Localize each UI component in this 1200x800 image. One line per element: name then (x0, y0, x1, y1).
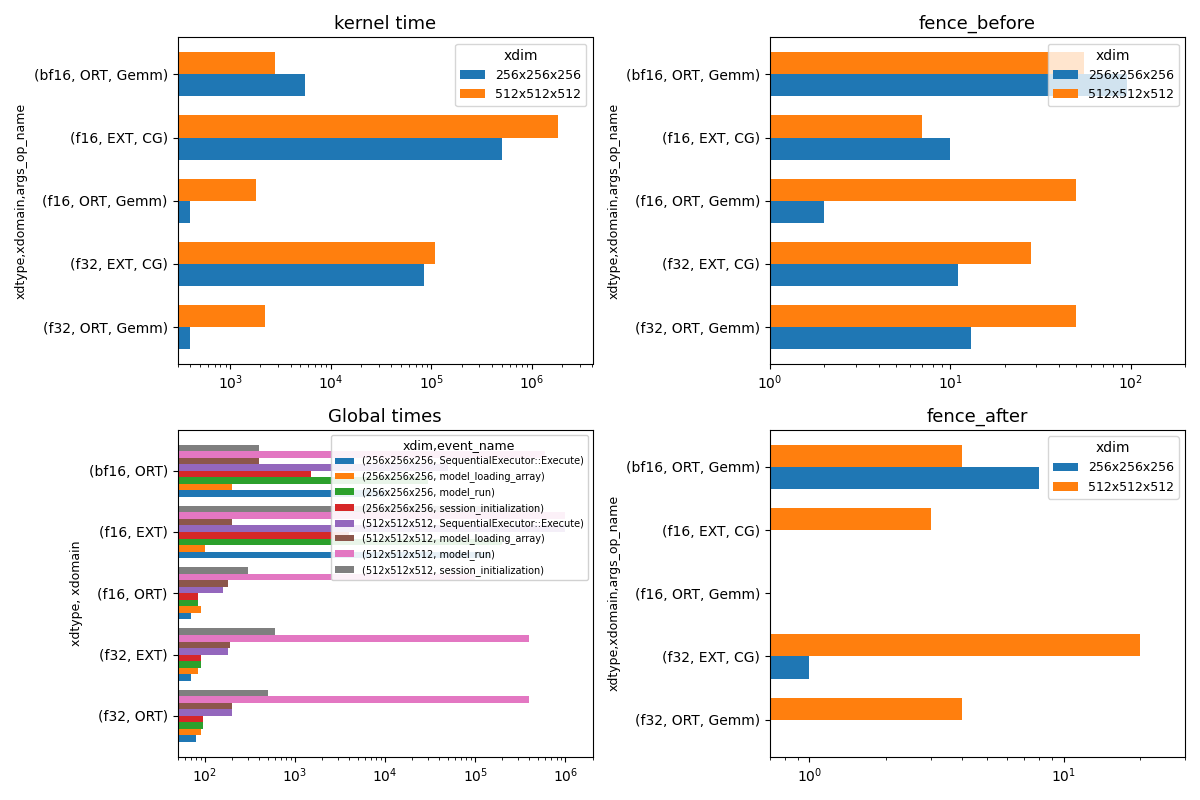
Bar (0, 305, 1076, 327)
Bar (0, 654, 200, 661)
Bar (0, 629, 275, 635)
Legend: 256x256x256, 512x512x512: 256x256x256, 512x512x512 (1048, 436, 1178, 498)
Bar (0, 327, 190, 350)
Bar (0, 567, 247, 574)
Bar (0, 710, 232, 716)
Bar (0, 470, 311, 478)
Title: fence_after: fence_after (926, 407, 1028, 426)
Bar (0, 201, 824, 223)
Bar (0, 735, 196, 742)
Bar (0, 327, 971, 350)
Bar (0, 178, 1076, 201)
Bar (0, 138, 950, 160)
Bar (0, 696, 529, 702)
Bar (0, 115, 558, 138)
Bar (0, 458, 259, 464)
Y-axis label: xdtype,xdomain,args_op_name: xdtype,xdomain,args_op_name (16, 102, 28, 299)
Bar (0, 729, 200, 735)
Bar (0, 606, 200, 613)
Bar (0, 201, 190, 223)
Bar (0, 532, 349, 538)
Bar (0, 702, 232, 710)
Bar (0, 484, 232, 490)
Bar (0, 594, 733, 615)
Bar (0, 571, 733, 594)
Bar (0, 74, 1127, 97)
Bar (0, 674, 191, 681)
Bar (0, 508, 931, 530)
Bar (0, 530, 733, 552)
Bar (0, 648, 228, 654)
Bar (0, 242, 436, 264)
Bar (0, 667, 198, 674)
Bar (0, 722, 203, 729)
Bar (0, 526, 565, 532)
Y-axis label: xdtype,xdomain,args_op_name: xdtype,xdomain,args_op_name (607, 495, 620, 691)
Bar (0, 242, 1031, 264)
Bar (0, 642, 230, 648)
Title: kernel time: kernel time (334, 15, 436, 33)
Bar (0, 661, 200, 667)
Bar (0, 551, 491, 558)
Bar (0, 580, 228, 586)
Bar (0, 506, 539, 513)
Bar (0, 445, 962, 467)
Bar (0, 464, 448, 470)
Y-axis label: xdtype, xdomain: xdtype, xdomain (70, 541, 83, 646)
Bar (0, 690, 268, 696)
Bar (0, 613, 191, 619)
Bar (0, 635, 529, 642)
Title: fence_before: fence_before (919, 15, 1036, 34)
Bar (0, 657, 810, 678)
Legend: (256x256x256, SequentialExecutor::Execute), (256x256x256, model_loading_array), : (256x256x256, SequentialExecutor::Execut… (331, 434, 588, 580)
Bar (0, 698, 962, 720)
Y-axis label: xdtype,xdomain,args_op_name: xdtype,xdomain,args_op_name (607, 102, 620, 299)
Bar (0, 720, 733, 742)
Bar (0, 467, 1039, 489)
Bar (0, 600, 198, 606)
Bar (0, 634, 1140, 657)
Bar (0, 52, 1084, 74)
Bar (0, 115, 923, 138)
Bar (0, 52, 275, 74)
Bar (0, 716, 203, 722)
Bar (0, 445, 259, 451)
Legend: 256x256x256, 512x512x512: 256x256x256, 512x512x512 (455, 43, 587, 106)
Bar (0, 519, 232, 526)
Title: Global times: Global times (329, 407, 442, 426)
Bar (0, 264, 425, 286)
Bar (0, 490, 385, 497)
Bar (0, 264, 958, 286)
Bar (0, 586, 223, 594)
Bar (0, 451, 545, 458)
Bar (0, 594, 198, 600)
Bar (0, 178, 256, 201)
Bar (0, 574, 475, 580)
Bar (0, 478, 428, 484)
Bar (0, 138, 502, 160)
Bar (0, 74, 305, 97)
Bar (0, 545, 205, 551)
Bar (0, 513, 565, 519)
Legend: 256x256x256, 512x512x512: 256x256x256, 512x512x512 (1048, 43, 1178, 106)
Bar (0, 305, 264, 327)
Bar (0, 538, 503, 545)
